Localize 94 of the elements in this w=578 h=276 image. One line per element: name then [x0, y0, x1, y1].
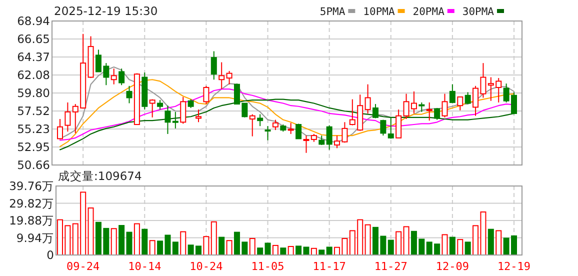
- bar: [388, 240, 394, 256]
- bar: [396, 231, 402, 256]
- bar: [449, 236, 456, 256]
- candlestick: [449, 84, 456, 104]
- candlestick: [172, 111, 178, 129]
- candlestick: [434, 107, 440, 120]
- x-tick-label: 11-27: [374, 260, 408, 273]
- candlestick: [303, 135, 310, 154]
- bar: [280, 248, 286, 256]
- y-tick-label: 29.82万: [9, 196, 54, 210]
- y-tick-label: 0: [46, 248, 54, 262]
- y-tick-label: 50.66: [17, 158, 50, 172]
- y-tick-label: 19.88万: [9, 214, 54, 228]
- bar: [464, 242, 471, 256]
- bar: [403, 226, 410, 256]
- candlestick: [57, 118, 63, 140]
- bar: [288, 246, 294, 256]
- candlestick: [118, 68, 125, 86]
- legend-label: 10PMA: [363, 6, 396, 18]
- bar: [126, 232, 132, 256]
- x-tick-label: 10-24: [190, 260, 224, 273]
- candlestick: [388, 116, 394, 140]
- x-tick-label: 09-24: [66, 260, 100, 273]
- y-tick-label: 57.52: [17, 104, 50, 118]
- legend-label: 20PMA: [412, 6, 446, 18]
- bar: [442, 234, 448, 256]
- bar: [496, 230, 502, 256]
- y-tick-label: 52.95: [17, 140, 50, 154]
- candlestick: [196, 109, 202, 123]
- x-tick-label: 11-05: [251, 260, 284, 273]
- candlestick: [126, 85, 132, 104]
- bar: [264, 242, 271, 256]
- candlestick: [380, 119, 386, 136]
- x-tick-label: 10-14: [128, 260, 162, 273]
- candlestick: [442, 93, 448, 118]
- y-tick-label: 62.08: [17, 68, 50, 82]
- candlestick: [157, 100, 164, 110]
- y-tick-label: 39.76万: [9, 179, 54, 193]
- x-tick-label: 12-19: [497, 260, 531, 273]
- candlestick: [180, 96, 186, 124]
- chart-title: 成交量:109674: [58, 169, 142, 183]
- candlestick: [64, 102, 71, 132]
- candlestick: [264, 126, 271, 141]
- bar: [226, 240, 232, 256]
- candlestick: [110, 68, 117, 85]
- candlestick: [257, 114, 264, 127]
- bar: [364, 224, 371, 256]
- bar: [88, 207, 94, 256]
- bar: [249, 238, 256, 256]
- y-tick-label: 68.94: [17, 14, 50, 28]
- bar: [257, 248, 264, 256]
- legend-label: 30PMA: [462, 6, 495, 18]
- candlestick: [218, 62, 225, 90]
- candlestick: [249, 114, 256, 137]
- candlestick: [288, 122, 294, 134]
- candlestick: [364, 84, 371, 114]
- y-tick-label: 66.65: [17, 32, 50, 46]
- candlestick: [426, 102, 432, 122]
- y-tick-label: 9.94万: [16, 230, 54, 245]
- bar: [172, 242, 178, 256]
- chart-title: 2025-12-19 15:30: [54, 4, 158, 18]
- bar: [180, 231, 186, 256]
- bar: [149, 240, 156, 256]
- bar: [326, 246, 332, 256]
- bar: [118, 225, 125, 256]
- bar: [272, 244, 278, 256]
- x-tick-label: 11-17: [312, 260, 346, 273]
- candlestick: [272, 119, 278, 131]
- y-tick-label: 59.80: [17, 86, 50, 100]
- legend-label: 5PMA: [320, 6, 346, 18]
- candlestick: [318, 135, 325, 146]
- candlestick: [372, 104, 378, 119]
- candlestick: [149, 98, 156, 118]
- bar: [488, 228, 494, 256]
- y-tick-label: 64.37: [17, 50, 50, 64]
- bar: [110, 228, 117, 256]
- candlestick: [457, 96, 464, 111]
- y-tick-label: 55.23: [17, 122, 50, 136]
- candlestick: [396, 109, 402, 138]
- candlestick: [210, 50, 217, 80]
- candlestick: [203, 85, 210, 105]
- bar: [218, 236, 225, 256]
- bar: [142, 228, 148, 256]
- candlestick: [296, 123, 302, 140]
- bar: [210, 221, 217, 256]
- candlestick: [226, 70, 232, 85]
- candlestick: [464, 92, 471, 105]
- bar: [457, 239, 464, 256]
- x-tick-label: 12-09: [436, 260, 470, 273]
- candlestick: [164, 105, 171, 134]
- bar: [134, 223, 140, 256]
- candlestick: [418, 102, 425, 112]
- bar: [203, 236, 210, 256]
- candlestick: [326, 124, 332, 150]
